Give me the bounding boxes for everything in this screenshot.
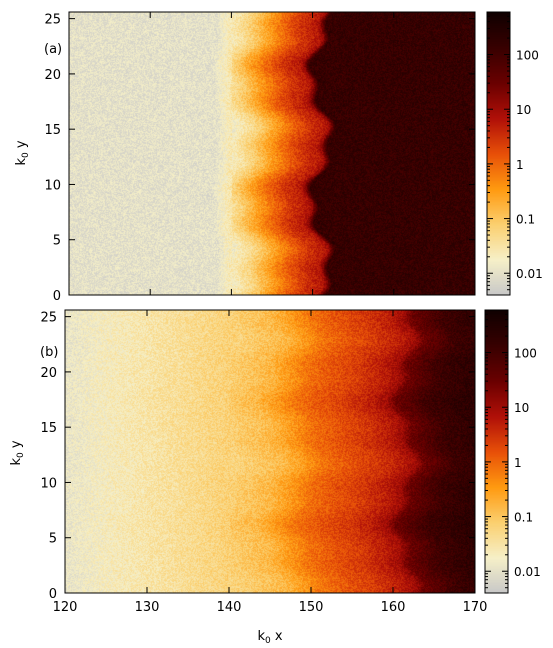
colorbar-ticks-b: 0.01 0.1 1 10 100 bbox=[485, 309, 541, 594]
panel-b: 120 130 140 150 160 170 0 5 10 15 20 25 (b) k0 y k… bbox=[9, 309, 541, 646]
y-ticks-a: 0 5 10 15 20 25 bbox=[44, 13, 475, 304]
y-tick-label: 5 bbox=[53, 234, 61, 249]
x-ticks-a bbox=[68, 12, 476, 295]
plot-frame-b bbox=[64, 309, 476, 594]
x-tick-label: 130 bbox=[135, 600, 160, 615]
colorbar-tick-label: 100 bbox=[516, 49, 539, 63]
y-tick-label: 5 bbox=[49, 532, 57, 547]
colorbar-frame-a bbox=[486, 11, 511, 296]
colorbar-b bbox=[485, 310, 508, 593]
y-axis-label-b: k0 y bbox=[9, 440, 26, 465]
x-tick-label: 170 bbox=[463, 600, 488, 615]
colorbar-tick-label: 0.01 bbox=[514, 565, 541, 579]
panel-a: 0 5 10 15 20 25 (a) k0 y 0.01 0.1 1 10 100 bbox=[14, 11, 543, 304]
heatmap-b bbox=[65, 310, 475, 593]
y-tick-label: 15 bbox=[44, 123, 61, 138]
colorbar-tick-label: 0.1 bbox=[514, 511, 533, 525]
colorbar-frame-b bbox=[484, 309, 509, 594]
x-tick-label: 120 bbox=[53, 600, 78, 615]
x-tick-label: 140 bbox=[217, 600, 242, 615]
panel-label-a: (a) bbox=[44, 42, 62, 57]
colorbar-tick-label: 0.01 bbox=[516, 267, 543, 281]
y-tick-label: 25 bbox=[44, 13, 61, 28]
x-ticks-b: 120 130 140 150 160 170 bbox=[53, 310, 488, 615]
y-ticks-b: 0 5 10 15 20 25 bbox=[40, 311, 475, 602]
x-tick-label: 150 bbox=[299, 600, 324, 615]
colorbar-tick-label: 10 bbox=[514, 401, 529, 415]
y-tick-label: 20 bbox=[40, 366, 57, 381]
colorbar-ticks-a: 0.01 0.1 1 10 100 bbox=[487, 11, 543, 296]
colorbar-tick-label: 1 bbox=[514, 456, 522, 470]
colorbar-a bbox=[487, 12, 510, 295]
heatmap-a bbox=[69, 12, 475, 295]
colorbar-tick-label: 100 bbox=[514, 347, 537, 361]
y-tick-label: 10 bbox=[40, 476, 57, 491]
colorbar-tick-label: 0.1 bbox=[516, 213, 535, 227]
y-tick-label: 25 bbox=[40, 311, 57, 326]
colorbar-tick-label: 10 bbox=[516, 103, 531, 117]
y-tick-label: 10 bbox=[44, 178, 61, 193]
y-tick-label: 0 bbox=[49, 587, 57, 602]
y-tick-label: 15 bbox=[40, 421, 57, 436]
x-axis-label: k0 x bbox=[257, 629, 282, 646]
y-tick-label: 0 bbox=[53, 289, 61, 304]
y-tick-label: 20 bbox=[44, 68, 61, 83]
panel-label-b: (b) bbox=[40, 345, 58, 360]
x-tick-label: 160 bbox=[381, 600, 406, 615]
y-axis-label-a: k0 y bbox=[14, 140, 31, 165]
colorbar-tick-label: 1 bbox=[516, 158, 524, 172]
plot-frame-a bbox=[68, 11, 476, 296]
